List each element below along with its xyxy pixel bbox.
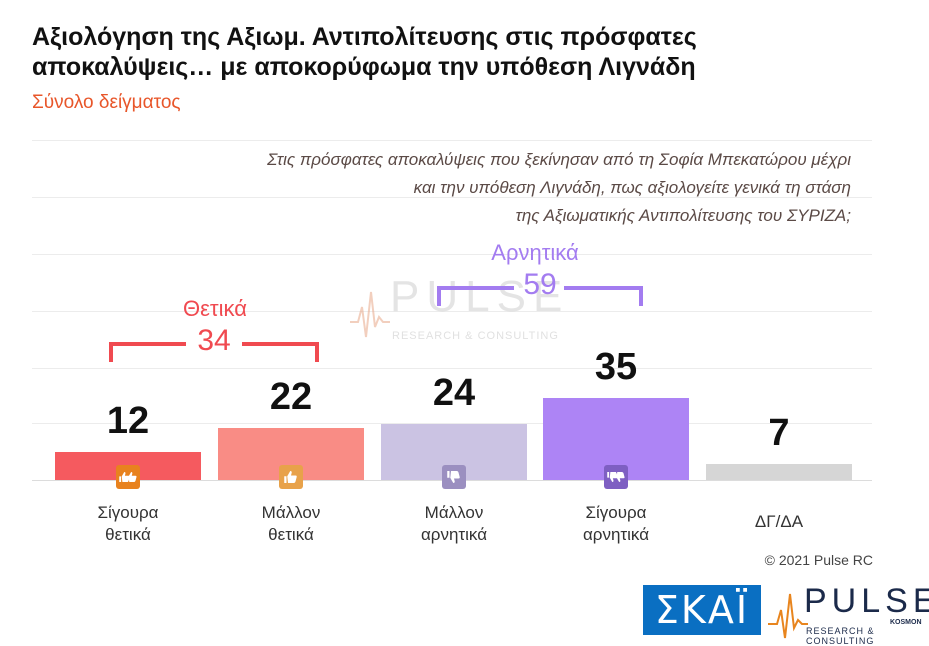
positive-group-total: 34 <box>197 324 231 357</box>
bar-value-label: 12 <box>106 400 150 442</box>
category-label-line-1: Μάλλον <box>261 503 321 522</box>
category-label-line-2: αρνητικά <box>582 525 650 544</box>
bar <box>706 464 852 480</box>
category-label: Μάλλον θετικά <box>216 502 366 546</box>
category-label: Σίγουρα θετικά <box>53 502 203 546</box>
double-thumbs-up-icon <box>116 465 140 489</box>
category-label: Σίγουρα αρνητικά <box>541 502 691 546</box>
grid-line <box>32 140 872 141</box>
category-label: Μάλλον αρνητικά <box>379 502 529 546</box>
negative-bracket <box>437 286 643 306</box>
chart-title: Αξιολόγηση της Αξιωμ. Αντιπολίτευσης στι… <box>32 23 697 81</box>
survey-question: Στις πρόσφατες αποκαλύψεις που ξεκίνησαν… <box>131 146 851 230</box>
bar-value-label: 24 <box>432 372 476 414</box>
pulse-logo-text: PULSE <box>804 582 929 620</box>
negative-group-label: Αρνητικά <box>491 240 579 265</box>
grid-line <box>32 311 872 312</box>
grid-line <box>32 254 872 255</box>
category-label-line-1: ΔΓ/ΔΑ <box>754 512 804 531</box>
bar-value-label: 35 <box>594 346 638 388</box>
category-label-line-1: Σίγουρα <box>585 503 647 522</box>
positive-bracket <box>109 342 319 362</box>
question-line-2: και την υπόθεση Λιγνάδη, πως αξιολογείτε… <box>413 178 851 197</box>
pulse-wave-icon <box>768 593 808 639</box>
question-line-3: της Αξιωματικής Αντιπολίτευσης του ΣΥΡΙΖ… <box>515 206 851 225</box>
chart-subtitle: Σύνολο δείγματος <box>32 92 181 113</box>
copyright-notice: © 2021 Pulse RC <box>764 552 873 568</box>
thumbs-down-icon <box>442 465 466 489</box>
positive-group-label: Θετικά <box>183 296 247 321</box>
grid-line <box>32 197 872 198</box>
pulse-logo-tagline: RESEARCH & CONSULTING <box>806 626 875 646</box>
category-label: ΔΓ/ΔΑ <box>704 511 854 533</box>
category-label-line-1: Σίγουρα <box>97 503 159 522</box>
pulse-wave-icon <box>350 291 390 338</box>
category-label-line-1: Μάλλον <box>424 503 484 522</box>
bar-value-label: 7 <box>768 412 790 454</box>
watermark-tagline: RESEARCH & CONSULTING <box>392 330 559 342</box>
double-thumbs-down-icon <box>604 465 628 489</box>
category-label-line-2: θετικά <box>105 525 151 544</box>
skai-logo: ΣΚΑΪ <box>643 585 761 635</box>
grid-line <box>32 423 872 424</box>
negative-group-total: 59 <box>523 268 557 301</box>
question-line-1: Στις πρόσφατες αποκαλύψεις που ξεκίνησαν… <box>267 150 851 169</box>
category-label-line-2: θετικά <box>268 525 314 544</box>
pulse-logo: PULSE KOSMON RESEARCH & CONSULTING <box>768 582 929 646</box>
thumbs-up-icon <box>279 465 303 489</box>
category-label-line-2: αρνητικά <box>420 525 488 544</box>
pulse-logo-kosmos: KOSMON <box>890 619 922 626</box>
bar-value-label: 22 <box>269 376 313 418</box>
grid-line <box>32 368 872 369</box>
